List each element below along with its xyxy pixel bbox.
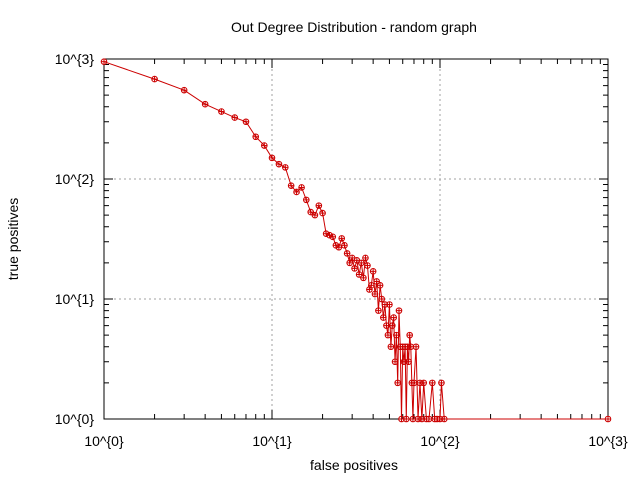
data-point [311,211,319,219]
data-point [395,307,403,314]
x-tick-label: 10^{0} [84,433,124,449]
data-point [329,233,337,241]
data-point [366,286,373,293]
data-point [302,196,310,204]
data-point [322,230,330,238]
data-point [440,415,448,423]
data-point [100,58,108,65]
data-point [384,331,392,339]
y-tick-labels: 10^{0} 10^{1} 10^{2} 10^{3} [55,51,95,427]
data-point [307,208,315,216]
chart-title: Out Degree Distribution - random graph [231,19,477,35]
data-point [383,322,390,329]
data-point [373,278,381,285]
data-point [180,86,188,94]
data-point [275,160,283,168]
data-point [218,108,225,115]
data-point [604,415,612,423]
x-axis-label: false positives [310,457,398,473]
data-point [387,343,395,351]
data-point [319,209,326,217]
data-point [380,314,387,321]
series-group [100,58,612,423]
data-point [394,379,401,387]
data-point [341,242,348,249]
data-point [402,415,410,423]
x-tick-label: 10^{1} [252,433,292,449]
y-tick-label: 10^{2} [55,171,95,187]
data-point [268,154,276,162]
data-point [375,307,382,314]
data-point [287,182,295,189]
data-point [335,243,343,251]
data-point [393,331,400,339]
data-point [201,100,209,108]
data-point [360,274,367,282]
y-tick-label: 10^{3} [55,51,95,67]
data-point [298,184,305,191]
plot-frame [103,58,609,420]
data-point [261,142,268,149]
data-point [420,379,428,387]
data-point [371,290,379,298]
data-point [282,164,289,171]
axis-ticks [103,58,609,420]
data-point [231,114,239,121]
data-point [293,188,300,196]
series-line [103,61,608,420]
y-tick-label: 10^{0} [55,411,95,427]
data-point [369,268,377,275]
data-point [438,379,445,387]
y-axis-label: true positives [5,198,21,280]
data-point [429,379,436,387]
data-point [367,282,375,289]
x-tick-label: 10^{3} [588,433,628,449]
data-point [391,358,399,366]
data-point [357,259,365,267]
data-point [315,202,323,209]
data-point [378,295,386,303]
data-point [386,301,393,308]
data-point [412,343,420,351]
data-point [151,75,158,83]
data-point [390,314,397,321]
grid [104,59,608,419]
data-point [410,379,418,387]
data-point [362,254,369,262]
data-point [355,271,363,278]
x-tick-labels: 10^{0} 10^{1} 10^{2} 10^{3} [84,433,628,449]
data-point [388,322,396,329]
data-point [425,415,433,423]
data-point [242,118,250,126]
data-point [343,250,351,257]
data-point [405,358,412,366]
data-point [338,235,346,242]
data-point [406,331,413,339]
x-tick-label: 10^{2} [420,433,460,449]
data-point [376,282,384,289]
y-tick-label: 10^{1} [55,291,95,307]
data-point [351,265,358,272]
data-point [252,133,260,141]
data-point [364,262,371,269]
